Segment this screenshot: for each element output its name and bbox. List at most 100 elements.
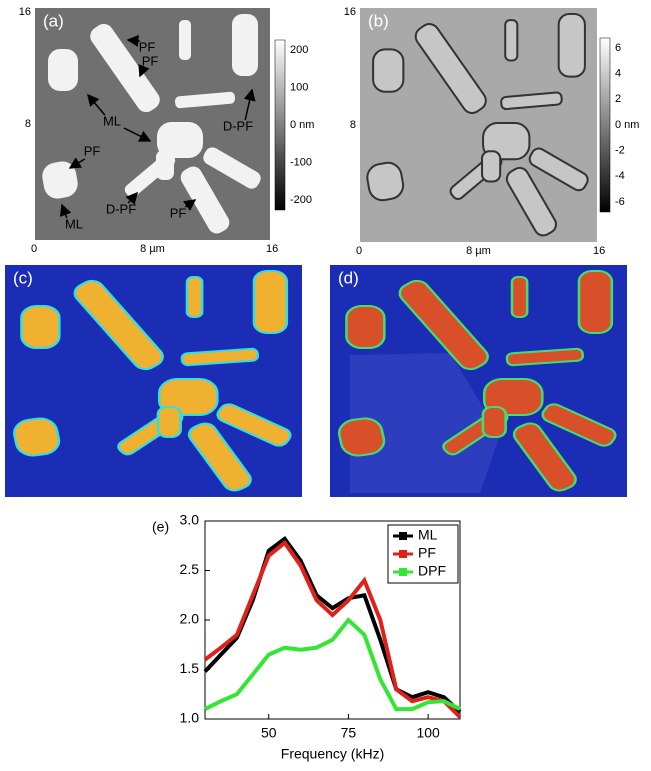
colorbar-label: -6: [615, 196, 625, 208]
x-tick-label: 100: [416, 725, 440, 741]
colorbar-label: 4: [615, 68, 621, 80]
axis-label: 16: [344, 6, 356, 18]
particle: [20, 305, 61, 349]
particles: [337, 270, 617, 492]
particle: [366, 161, 405, 202]
legend-label: PF: [418, 545, 436, 561]
panel-label: (d): [338, 268, 359, 287]
particle: [505, 347, 585, 367]
particle: [512, 422, 577, 492]
particle: [179, 20, 191, 60]
annotation-arrow: [243, 88, 256, 121]
colorbar-label: -200: [290, 194, 312, 206]
particle: [541, 403, 617, 447]
colorbar: [274, 39, 286, 211]
particle: [398, 279, 489, 371]
axis-label: 8: [25, 118, 31, 130]
x-axis-title: Frequency (kHz): [281, 746, 384, 762]
axis-label: 8 µm: [140, 243, 165, 255]
axis-label: 0: [31, 243, 37, 255]
particle: [500, 91, 563, 111]
axis-label: 0: [356, 245, 362, 257]
annotation-arrow: [60, 203, 72, 219]
particle: [187, 422, 252, 492]
y-tick-label: 3.0: [180, 512, 200, 528]
particle: [481, 406, 507, 438]
colorbar-label: 200: [290, 44, 308, 56]
particle: [504, 19, 519, 62]
chart-label: (e): [152, 519, 169, 535]
x-tick-label: 75: [341, 725, 357, 741]
annotation: PF: [142, 53, 159, 68]
particle: [481, 150, 502, 183]
y-tick-label: 1.0: [180, 710, 200, 726]
colorbar-label: -100: [290, 156, 312, 168]
colorbar-label: 0 nm: [615, 119, 639, 131]
particle: [12, 417, 61, 457]
annotation-arrow: [182, 199, 197, 211]
micrograph: [5, 265, 302, 497]
legend-marker: [399, 568, 407, 576]
colorbar-label: 100: [290, 81, 308, 93]
particle: [337, 417, 386, 457]
particle: [414, 23, 487, 114]
region-overlay: [350, 353, 500, 493]
particle: [216, 403, 292, 447]
particle: [203, 147, 261, 189]
annotation: D-PF: [106, 201, 136, 216]
particle: [48, 49, 78, 91]
axis-label: 8: [350, 119, 356, 131]
y-tick-label: 1.5: [180, 660, 200, 676]
legend-marker: [399, 550, 407, 558]
annotation-arrow: [123, 127, 152, 142]
x-tick-label: 50: [261, 725, 277, 741]
annotation: PF: [139, 39, 156, 54]
particle: [345, 305, 386, 349]
axis-label: 16: [19, 6, 31, 18]
particles: [42, 14, 261, 234]
particle: [505, 166, 557, 237]
particle: [185, 276, 204, 318]
micrograph: [35, 8, 270, 240]
particle: [482, 378, 544, 416]
particle: [156, 406, 182, 438]
colorbar-label: 6: [615, 42, 621, 54]
legend-label: DPF: [418, 563, 446, 579]
particle: [174, 91, 236, 109]
legend-marker: [399, 532, 407, 540]
particle: [557, 13, 586, 78]
series-line: [204, 617, 461, 712]
particle: [157, 122, 203, 158]
annotation: D-PF: [223, 118, 253, 133]
axis-label: 8 µm: [466, 245, 491, 257]
particles: [12, 270, 292, 492]
panel-label: (b): [368, 11, 389, 30]
particle: [510, 276, 529, 318]
annotation-arrow: [138, 64, 150, 78]
particle: [157, 378, 219, 416]
panel-label: (c): [13, 268, 33, 287]
axis-label: 16: [266, 243, 278, 255]
annotation: PF: [84, 143, 101, 158]
colorbar-label: -4: [615, 170, 625, 182]
particle: [180, 166, 230, 234]
particle: [156, 150, 174, 180]
panel-label: (a): [43, 11, 64, 30]
particle: [528, 147, 589, 192]
colorbar-label: 2: [615, 93, 621, 105]
particle: [90, 23, 160, 113]
particle: [372, 48, 405, 93]
annotation-arrow: [87, 93, 106, 116]
colorbar: [599, 37, 611, 213]
particle: [42, 161, 78, 199]
particles: [366, 13, 589, 237]
annotation: PF: [170, 205, 187, 220]
particle: [577, 270, 614, 334]
annotation: ML: [65, 216, 83, 231]
particle: [180, 347, 260, 367]
y-tick-label: 2.0: [180, 611, 200, 627]
annotation: ML: [103, 113, 121, 128]
y-tick-label: 2.5: [180, 561, 200, 577]
annotation-arrow: [68, 157, 86, 169]
